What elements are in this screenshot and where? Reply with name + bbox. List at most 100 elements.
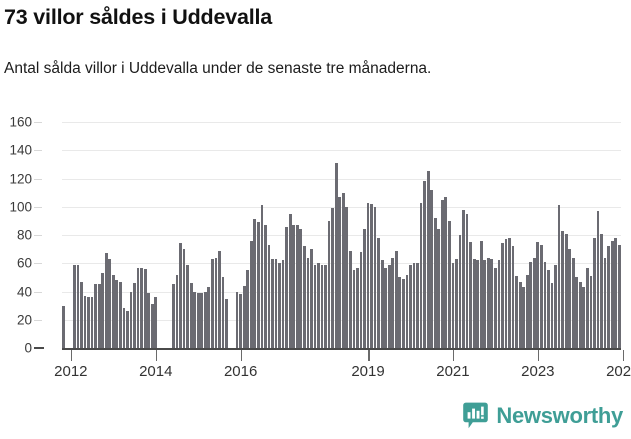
bar[interactable] [610, 240, 614, 348]
bar[interactable] [564, 233, 568, 348]
bar[interactable] [419, 202, 423, 348]
bar[interactable] [73, 264, 76, 348]
bar[interactable] [338, 196, 342, 348]
bar[interactable] [479, 240, 483, 348]
bar[interactable] [486, 257, 490, 348]
bar[interactable] [384, 267, 388, 348]
bar[interactable] [433, 218, 437, 348]
bar[interactable] [554, 264, 557, 348]
bar[interactable] [490, 259, 494, 348]
bar[interactable] [494, 267, 497, 348]
bar[interactable] [557, 205, 561, 348]
bar[interactable] [451, 263, 455, 348]
bar[interactable] [398, 277, 402, 348]
bar[interactable] [221, 277, 225, 348]
bar[interactable] [324, 264, 327, 348]
bar[interactable] [430, 189, 434, 348]
bar[interactable] [589, 275, 593, 348]
bar[interactable] [416, 263, 419, 348]
bar[interactable] [118, 281, 122, 348]
bar[interactable] [536, 242, 540, 348]
bar[interactable] [426, 171, 430, 348]
bar[interactable] [525, 274, 529, 348]
bar[interactable] [402, 278, 405, 348]
bar[interactable] [614, 237, 618, 348]
bar[interactable] [504, 239, 508, 348]
bar[interactable] [596, 211, 600, 348]
bar[interactable] [356, 267, 359, 348]
bar[interactable] [331, 208, 335, 348]
bar[interactable] [448, 220, 451, 348]
bar[interactable] [179, 243, 182, 348]
bar[interactable] [295, 225, 299, 348]
bar[interactable] [274, 259, 278, 348]
bar[interactable] [196, 292, 200, 348]
bar[interactable] [529, 261, 533, 348]
bar[interactable] [249, 240, 253, 348]
bar[interactable] [288, 213, 292, 348]
bar[interactable] [239, 294, 243, 348]
bar[interactable] [444, 196, 448, 348]
bar[interactable] [370, 203, 373, 348]
bar[interactable] [578, 281, 582, 348]
bar[interactable] [317, 263, 320, 348]
bar[interactable] [561, 230, 564, 348]
bar[interactable] [359, 251, 363, 348]
bar[interactable] [203, 291, 207, 348]
bar[interactable] [147, 292, 151, 348]
bar[interactable] [94, 284, 97, 348]
bar[interactable] [140, 267, 143, 348]
bar[interactable] [586, 267, 589, 348]
bar[interactable] [405, 274, 409, 348]
bar[interactable] [260, 205, 264, 348]
bar[interactable] [515, 275, 518, 348]
bar[interactable] [547, 270, 550, 348]
bar[interactable] [111, 274, 115, 348]
bar[interactable] [210, 259, 214, 348]
bar[interactable] [540, 244, 543, 348]
bar[interactable] [543, 261, 547, 348]
bar[interactable] [136, 267, 140, 348]
bar[interactable] [412, 263, 416, 348]
bar[interactable] [465, 213, 469, 348]
bar[interactable] [320, 264, 324, 348]
bar[interactable] [313, 264, 317, 348]
bar[interactable] [133, 283, 136, 348]
bar[interactable] [104, 253, 108, 348]
bar[interactable] [129, 291, 133, 348]
bar[interactable] [607, 246, 610, 348]
bar[interactable] [76, 264, 80, 348]
bar[interactable] [253, 219, 257, 348]
bar[interactable] [235, 291, 239, 348]
bar[interactable] [62, 305, 66, 348]
bar[interactable] [348, 250, 352, 348]
bar[interactable] [256, 222, 260, 348]
bar[interactable] [218, 250, 221, 348]
bar[interactable] [497, 260, 501, 348]
bar[interactable] [345, 206, 349, 348]
bar[interactable] [508, 237, 511, 348]
bar[interactable] [182, 249, 186, 348]
bar[interactable] [207, 287, 211, 348]
bar[interactable] [373, 206, 377, 348]
bar[interactable] [522, 287, 526, 348]
bar[interactable] [617, 244, 621, 348]
bar[interactable] [472, 259, 476, 348]
bar[interactable] [271, 259, 274, 348]
bar[interactable] [501, 243, 504, 348]
bar[interactable] [306, 257, 310, 348]
bar[interactable] [387, 264, 391, 348]
bar[interactable] [363, 229, 366, 348]
bar[interactable] [593, 237, 596, 348]
bar[interactable] [352, 270, 356, 348]
bar[interactable] [83, 295, 87, 348]
bar[interactable] [310, 249, 313, 348]
bar[interactable] [469, 242, 472, 348]
bar[interactable] [437, 229, 441, 348]
bar[interactable] [193, 291, 197, 348]
bar[interactable] [175, 274, 179, 348]
bar[interactable] [582, 287, 586, 348]
bar[interactable] [200, 292, 204, 348]
bar[interactable] [380, 260, 384, 348]
bar[interactable] [108, 259, 112, 348]
